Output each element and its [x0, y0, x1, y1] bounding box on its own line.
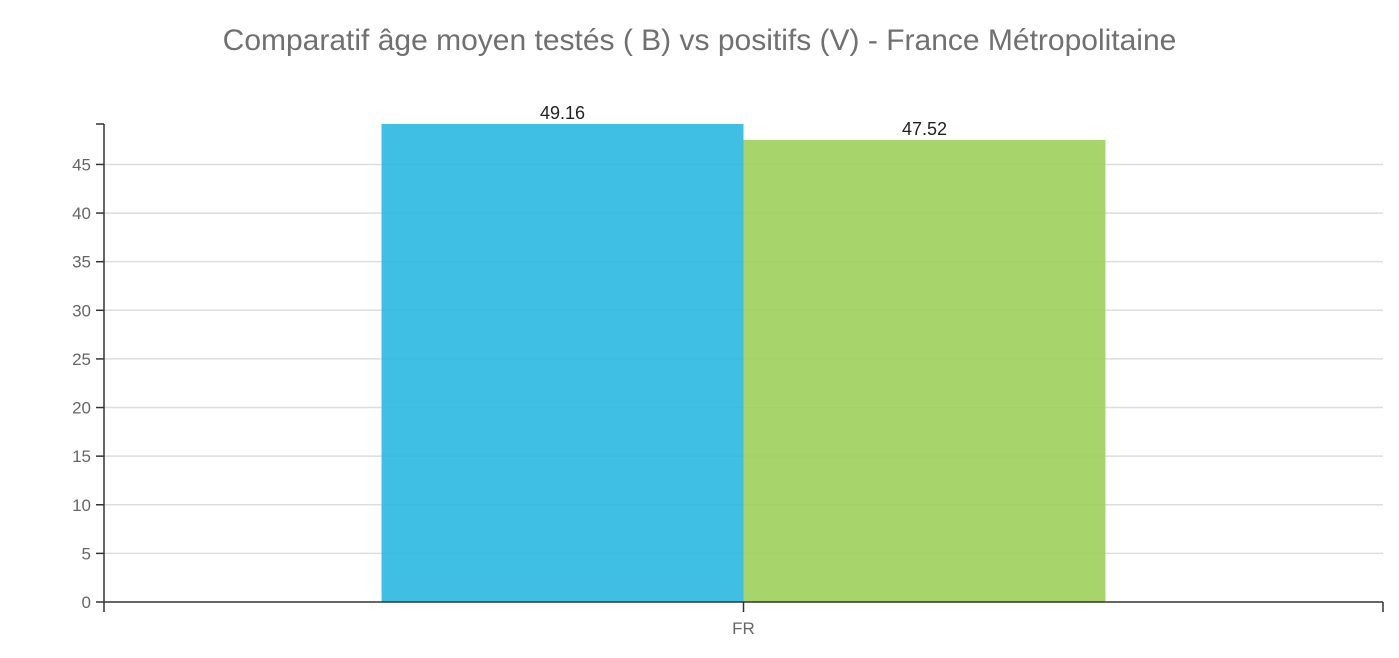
y-tick-label: 0 — [82, 593, 91, 612]
y-tick-label: 40 — [72, 204, 91, 223]
bar-series-2 — [743, 139, 1106, 603]
y-tick-label: 10 — [72, 496, 91, 515]
y-tick-label: 25 — [72, 350, 91, 369]
bar-series-1 — [381, 124, 744, 602]
chart-title: Comparatif âge moyen testés ( B) vs posi… — [222, 24, 1177, 57]
y-tick-label: 30 — [72, 301, 91, 320]
y-tick-label: 20 — [72, 399, 91, 418]
y-tick-label: 5 — [82, 544, 91, 563]
labels: 0 5 10 15 20 25 30 35 40 45 49.16 47.52 FR — [72, 103, 947, 638]
bars — [381, 124, 1106, 603]
data-label: 49.16 — [540, 103, 585, 123]
data-label: 47.52 — [902, 119, 947, 139]
y-tick-label: 45 — [72, 155, 91, 174]
y-tick-label: 35 — [72, 253, 91, 272]
y-tick-label: 15 — [72, 447, 91, 466]
axes — [96, 123, 1384, 612]
x-tick-label: FR — [732, 619, 755, 638]
